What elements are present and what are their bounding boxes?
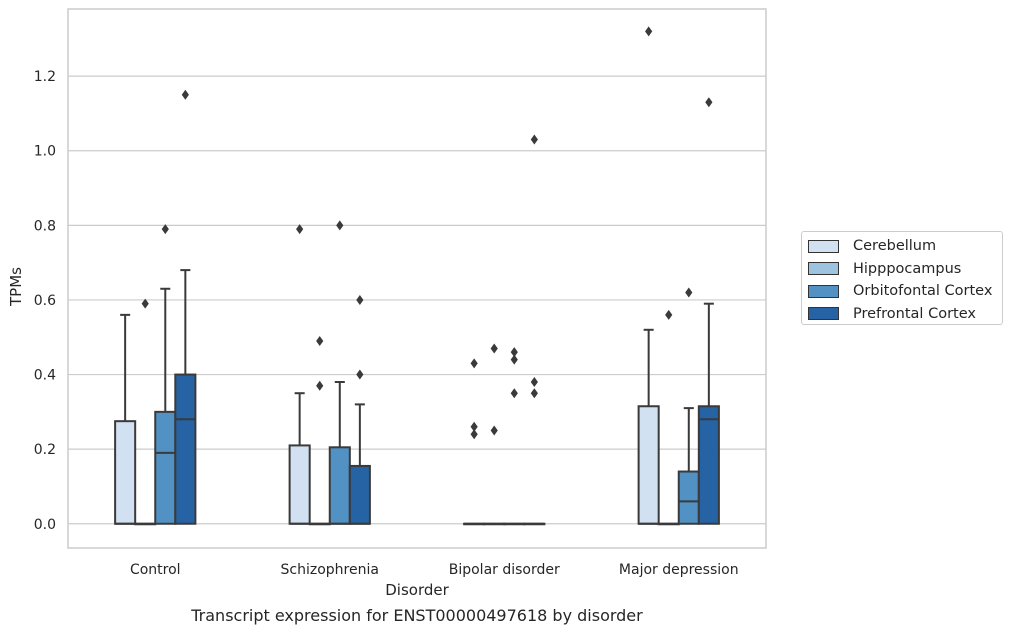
legend-label: Orbitofontal Cortex xyxy=(853,283,993,300)
legend-item: Cerebellum xyxy=(808,235,1002,258)
outlier-point xyxy=(336,220,344,231)
box-orbitofontal-cortex xyxy=(328,446,351,525)
y-tick-label: 0.6 xyxy=(34,293,56,309)
legend-swatch xyxy=(808,284,839,298)
box-orbitofontal-cortex xyxy=(677,470,700,525)
x-tick-label: Schizophrenia xyxy=(281,562,379,578)
outlier-point xyxy=(296,224,304,235)
x-axis-label: Disorder xyxy=(385,581,449,599)
y-tick-label: 0.8 xyxy=(34,218,56,234)
outlier-point xyxy=(161,224,169,235)
outlier-point xyxy=(685,287,693,298)
y-tick-label: 0.4 xyxy=(34,368,56,384)
legend-swatch xyxy=(808,262,839,276)
x-tick-label: Major depression xyxy=(619,562,739,578)
x-tick-label: Control xyxy=(130,562,181,578)
outlier-point xyxy=(470,421,478,432)
y-tick-label: 0.2 xyxy=(34,442,56,458)
legend-label: Prefrontal Cortex xyxy=(853,305,976,322)
legend-label: Cerebellum xyxy=(853,238,937,255)
legend-item: Hipppocampus xyxy=(808,258,1002,281)
outlier-point xyxy=(665,309,673,320)
box-cerebellum xyxy=(288,444,311,525)
y-tick-label: 1.2 xyxy=(34,69,56,85)
outlier-point xyxy=(510,347,518,358)
box-orbitofontal-cortex xyxy=(154,410,177,525)
plot-frame xyxy=(67,8,767,549)
outlier-point xyxy=(316,380,324,391)
legend: Cerebellum Hipppocampus Orbitofontal Corte… xyxy=(801,231,1003,325)
outlier-point xyxy=(705,97,713,108)
y-tick-label: 0.0 xyxy=(34,517,56,533)
legend-swatch xyxy=(808,239,839,253)
outlier-point xyxy=(645,26,653,37)
outlier-point xyxy=(470,358,478,369)
box-cerebellum xyxy=(637,405,660,525)
outlier-point xyxy=(356,294,364,305)
outlier-point xyxy=(316,335,324,346)
outlier-point xyxy=(510,354,518,365)
box-prefrontal-cortex xyxy=(348,464,371,525)
x-tick-label: Bipolar disorder xyxy=(449,562,560,578)
outlier-point xyxy=(510,388,518,399)
outlier-point xyxy=(490,343,498,354)
outlier-point xyxy=(181,89,189,100)
box-prefrontal-cortex xyxy=(174,373,197,525)
outlier-point xyxy=(530,388,538,399)
legend-item: Orbitofontal Cortex xyxy=(808,280,1002,303)
outlier-point xyxy=(530,377,538,388)
outlier-point xyxy=(141,298,149,309)
legend-swatch xyxy=(808,307,839,321)
y-axis-label: TPMs xyxy=(7,267,25,307)
outlier-point xyxy=(490,425,498,436)
box-cerebellum xyxy=(114,420,137,525)
legend-item: Prefrontal Cortex xyxy=(808,303,1002,326)
box-prefrontal-cortex xyxy=(697,405,720,525)
outlier-point xyxy=(470,429,478,440)
legend-label: Hipppocampus xyxy=(853,260,962,277)
outlier-point xyxy=(356,369,364,380)
figure-caption: Transcript expression for ENST0000049761… xyxy=(191,606,643,625)
y-tick-label: 1.0 xyxy=(34,144,56,160)
outlier-point xyxy=(530,134,538,145)
